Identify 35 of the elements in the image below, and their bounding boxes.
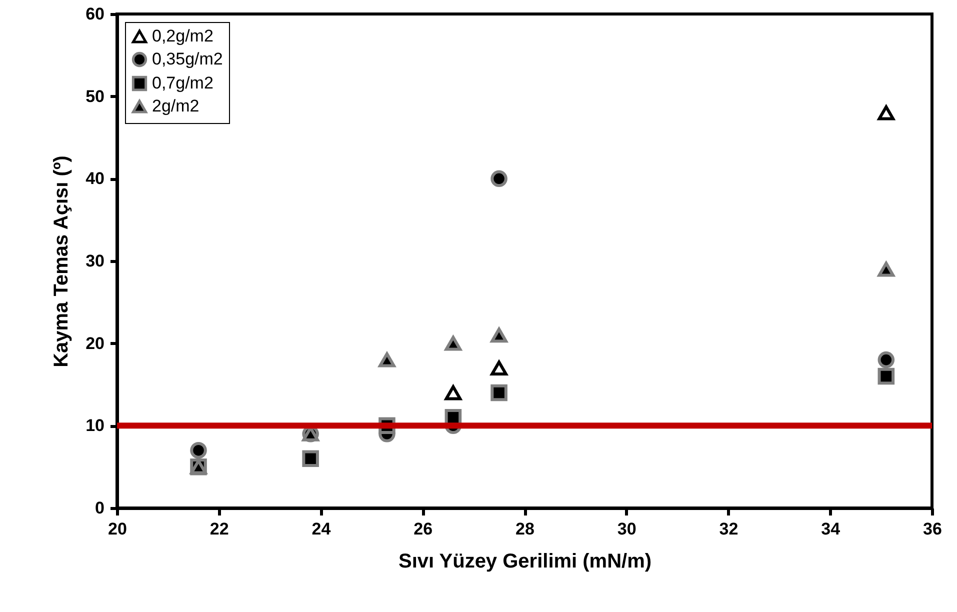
point: [302, 450, 319, 467]
x-tick-label: 26: [414, 520, 433, 538]
y-tick-label: 50: [86, 86, 104, 106]
x-tick-label: 32: [719, 520, 738, 538]
x-axis-title: Sıvı Yüzey Gerilimi (mN/m): [398, 550, 652, 572]
point: [878, 368, 895, 385]
y-axis-title: Kayma Temas Açısı (º): [50, 156, 73, 368]
x-tick-label: 22: [210, 520, 229, 538]
point: [490, 360, 508, 376]
y-tick-label: 20: [86, 334, 104, 353]
point: [490, 384, 508, 402]
point: [878, 262, 895, 277]
y-tick-label: 0: [95, 498, 104, 518]
legend-label: 0,7g/m2: [152, 74, 214, 92]
legend-label: 0,2g/m2: [152, 26, 214, 46]
point: [378, 352, 396, 368]
point: [190, 442, 207, 459]
x-tick-label: 36: [923, 520, 942, 538]
x-tick-label: 30: [617, 520, 636, 538]
x-tick-label: 34: [821, 520, 841, 538]
x-tick-label: 24: [312, 520, 332, 538]
point: [490, 328, 508, 343]
point: [444, 336, 462, 351]
y-tick-label: 40: [86, 169, 104, 188]
point: [878, 105, 895, 120]
point: [444, 385, 462, 400]
x-tick-label: 20: [108, 520, 127, 538]
point: [490, 170, 508, 188]
x-tick-label: 28: [516, 520, 534, 538]
legend-label: 2g/m2: [152, 96, 200, 116]
y-tick-label: 30: [86, 252, 104, 270]
legend-label: 0,35g/m2: [152, 50, 223, 68]
y-tick-label: 60: [86, 4, 104, 24]
point: [878, 351, 895, 368]
y-tick-label: 10: [86, 416, 104, 436]
